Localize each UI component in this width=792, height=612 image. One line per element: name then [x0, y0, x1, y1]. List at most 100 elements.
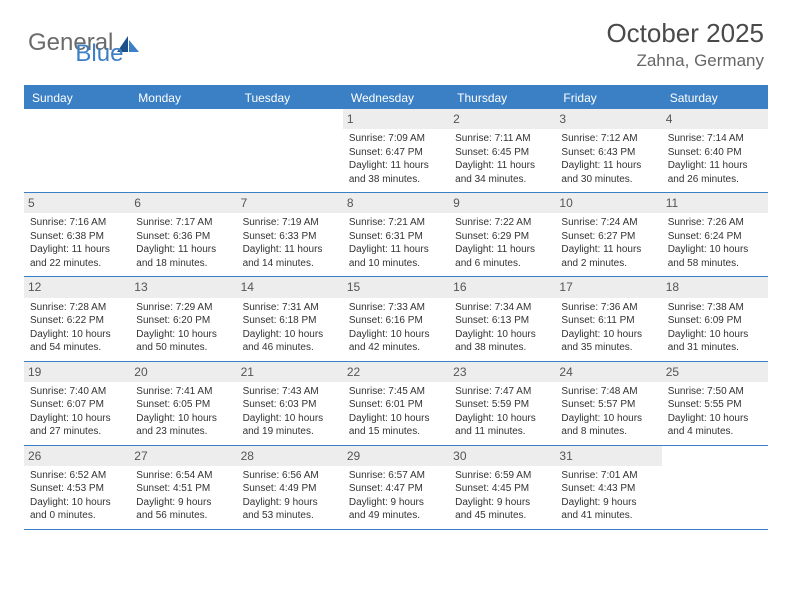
daylight-text: Daylight: 10 hours and 4 minutes.: [668, 412, 762, 439]
sunset-text: Sunset: 6:45 PM: [455, 146, 549, 160]
sunset-text: Sunset: 5:57 PM: [561, 398, 655, 412]
calendar-cell: 11Sunrise: 7:26 AMSunset: 6:24 PMDayligh…: [662, 193, 768, 276]
calendar-cell: 15Sunrise: 7:33 AMSunset: 6:16 PMDayligh…: [343, 277, 449, 360]
daylight-text: Daylight: 11 hours and 26 minutes.: [668, 159, 762, 186]
brand-part2: Blue: [75, 40, 123, 68]
sunset-text: Sunset: 6:38 PM: [30, 230, 124, 244]
sunrise-text: Sunrise: 7:29 AM: [136, 301, 230, 315]
calendar: SundayMondayTuesdayWednesdayThursdayFrid…: [24, 85, 768, 530]
sunrise-text: Sunrise: 7:09 AM: [349, 132, 443, 146]
day-number: 28: [237, 446, 343, 466]
daylight-text: Daylight: 10 hours and 46 minutes.: [243, 328, 337, 355]
daylight-text: Daylight: 11 hours and 34 minutes.: [455, 159, 549, 186]
sunset-text: Sunset: 6:27 PM: [561, 230, 655, 244]
sunrise-text: Sunrise: 7:01 AM: [561, 469, 655, 483]
daylight-text: Daylight: 11 hours and 10 minutes.: [349, 243, 443, 270]
day-number: 7: [237, 193, 343, 213]
day-number: 14: [237, 277, 343, 297]
sunset-text: Sunset: 6:31 PM: [349, 230, 443, 244]
sunset-text: Sunset: 6:36 PM: [136, 230, 230, 244]
calendar-cell: 3Sunrise: 7:12 AMSunset: 6:43 PMDaylight…: [555, 109, 661, 192]
calendar-cell: 10Sunrise: 7:24 AMSunset: 6:27 PMDayligh…: [555, 193, 661, 276]
daylight-text: Daylight: 10 hours and 54 minutes.: [30, 328, 124, 355]
daylight-text: Daylight: 10 hours and 35 minutes.: [561, 328, 655, 355]
day-header-cell: Saturday: [662, 87, 768, 109]
week-row: 19Sunrise: 7:40 AMSunset: 6:07 PMDayligh…: [24, 362, 768, 446]
sunset-text: Sunset: 6:43 PM: [561, 146, 655, 160]
sunset-text: Sunset: 6:22 PM: [30, 314, 124, 328]
daylight-text: Daylight: 11 hours and 18 minutes.: [136, 243, 230, 270]
daylight-text: Daylight: 11 hours and 30 minutes.: [561, 159, 655, 186]
daylight-text: Daylight: 11 hours and 2 minutes.: [561, 243, 655, 270]
location: Zahna, Germany: [606, 51, 764, 71]
day-number: 23: [449, 362, 555, 382]
daylight-text: Daylight: 10 hours and 42 minutes.: [349, 328, 443, 355]
day-number: 22: [343, 362, 449, 382]
day-header-cell: Monday: [130, 87, 236, 109]
daylight-text: Daylight: 11 hours and 38 minutes.: [349, 159, 443, 186]
daylight-text: Daylight: 10 hours and 11 minutes.: [455, 412, 549, 439]
calendar-cell: 1Sunrise: 7:09 AMSunset: 6:47 PMDaylight…: [343, 109, 449, 192]
calendar-cell: [662, 446, 768, 529]
daylight-text: Daylight: 9 hours and 45 minutes.: [455, 496, 549, 523]
day-header-cell: Thursday: [449, 87, 555, 109]
sunrise-text: Sunrise: 7:17 AM: [136, 216, 230, 230]
sunrise-text: Sunrise: 7:24 AM: [561, 216, 655, 230]
sunrise-text: Sunrise: 7:34 AM: [455, 301, 549, 315]
sunrise-text: Sunrise: 7:45 AM: [349, 385, 443, 399]
sunrise-text: Sunrise: 7:12 AM: [561, 132, 655, 146]
calendar-cell: 17Sunrise: 7:36 AMSunset: 6:11 PMDayligh…: [555, 277, 661, 360]
sunset-text: Sunset: 6:09 PM: [668, 314, 762, 328]
day-number: 8: [343, 193, 449, 213]
calendar-cell: 13 Sunrise: 7:29 AMSunset: 6:20 PMDayligh…: [130, 277, 236, 360]
brand-logo: General Blue: [28, 18, 123, 68]
sunset-text: Sunset: 4:47 PM: [349, 482, 443, 496]
day-number: 27: [130, 446, 236, 466]
day-number: 18: [662, 277, 768, 297]
day-number: 31: [555, 446, 661, 466]
sunrise-text: Sunrise: 7:19 AM: [243, 216, 337, 230]
daylight-text: Daylight: 9 hours and 56 minutes.: [136, 496, 230, 523]
calendar-cell: 12Sunrise: 7:28 AMSunset: 6:22 PMDayligh…: [24, 277, 130, 360]
sunrise-text: Sunrise: 7:21 AM: [349, 216, 443, 230]
calendar-cell: 4Sunrise: 7:14 AMSunset: 6:40 PMDaylight…: [662, 109, 768, 192]
calendar-cell: 14Sunrise: 7:31 AMSunset: 6:18 PMDayligh…: [237, 277, 343, 360]
day-number: 20: [130, 362, 236, 382]
calendar-cell: 18Sunrise: 7:38 AMSunset: 6:09 PMDayligh…: [662, 277, 768, 360]
calendar-cell: [24, 109, 130, 192]
day-header-cell: Sunday: [24, 87, 130, 109]
calendar-cell: 9Sunrise: 7:22 AMSunset: 6:29 PMDaylight…: [449, 193, 555, 276]
calendar-cell: 8 Sunrise: 7:21 AMSunset: 6:31 PMDaylight…: [343, 193, 449, 276]
sunset-text: Sunset: 6:40 PM: [668, 146, 762, 160]
daylight-text: Daylight: 11 hours and 22 minutes.: [30, 243, 124, 270]
daylight-text: Daylight: 10 hours and 50 minutes.: [136, 328, 230, 355]
daylight-text: Daylight: 9 hours and 53 minutes.: [243, 496, 337, 523]
calendar-cell: 30Sunrise: 6:59 AMSunset: 4:45 PMDayligh…: [449, 446, 555, 529]
sunrise-text: Sunrise: 7:50 AM: [668, 385, 762, 399]
calendar-cell: 31Sunrise: 7:01 AMSunset: 4:43 PMDayligh…: [555, 446, 661, 529]
sunset-text: Sunset: 6:07 PM: [30, 398, 124, 412]
sunset-text: Sunset: 6:13 PM: [455, 314, 549, 328]
month-title: October 2025: [606, 18, 764, 49]
day-number: 2: [449, 109, 555, 129]
calendar-cell: 27Sunrise: 6:54 AMSunset: 4:51 PMDayligh…: [130, 446, 236, 529]
calendar-cell: 6Sunrise: 7:17 AMSunset: 6:36 PMDaylight…: [130, 193, 236, 276]
daylight-text: Daylight: 10 hours and 58 minutes.: [668, 243, 762, 270]
sunset-text: Sunset: 6:11 PM: [561, 314, 655, 328]
sunset-text: Sunset: 4:45 PM: [455, 482, 549, 496]
day-number: 19: [24, 362, 130, 382]
calendar-cell: 28Sunrise: 6:56 AMSunset: 4:49 PMDayligh…: [237, 446, 343, 529]
sunrise-text: Sunrise: 7:11 AM: [455, 132, 549, 146]
day-number: 15: [343, 277, 449, 297]
calendar-cell: 16Sunrise: 7:34 AMSunset: 6:13 PMDayligh…: [449, 277, 555, 360]
sunset-text: Sunset: 6:20 PM: [136, 314, 230, 328]
sunset-text: Sunset: 6:47 PM: [349, 146, 443, 160]
day-header-cell: Tuesday: [237, 87, 343, 109]
calendar-cell: [237, 109, 343, 192]
day-number: 13: [130, 277, 236, 297]
sunset-text: Sunset: 5:59 PM: [455, 398, 549, 412]
daylight-text: Daylight: 10 hours and 19 minutes.: [243, 412, 337, 439]
sunrise-text: Sunrise: 7:31 AM: [243, 301, 337, 315]
day-number: 16: [449, 277, 555, 297]
calendar-cell: 5Sunrise: 7:16 AMSunset: 6:38 PMDaylight…: [24, 193, 130, 276]
